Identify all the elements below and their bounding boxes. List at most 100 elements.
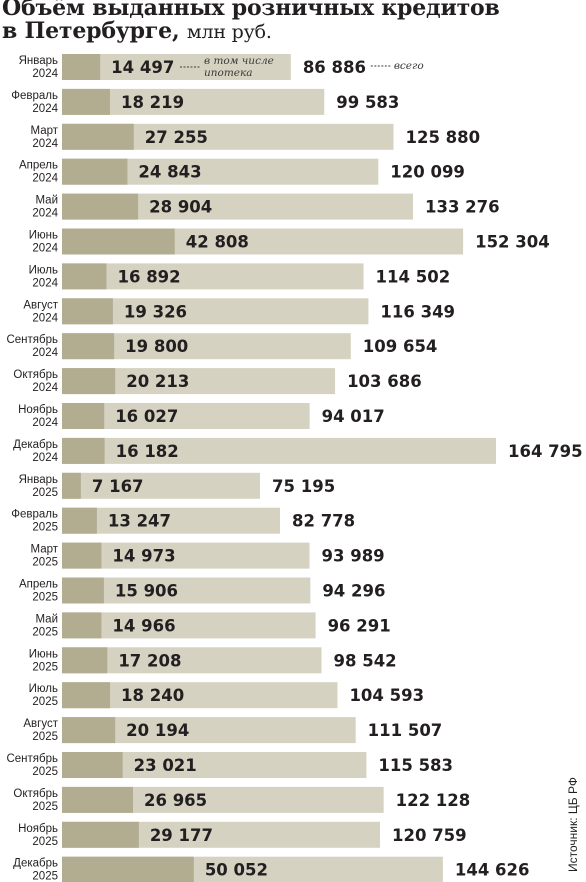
mortgage-bar xyxy=(62,856,194,882)
year-label: 2025 xyxy=(32,871,58,882)
total-bar xyxy=(62,437,496,464)
total-value-label: 144 626 xyxy=(455,861,530,880)
mortgage-value-label: 24 843 xyxy=(138,163,201,182)
year-label: 2025 xyxy=(32,731,58,743)
title-unit: млн руб. xyxy=(186,21,272,43)
total-bar xyxy=(62,612,316,639)
mortgage-value-label: 50 052 xyxy=(205,861,268,880)
year-label: 2024 xyxy=(32,68,58,80)
year-label: 2025 xyxy=(32,522,58,534)
total-bar xyxy=(62,542,310,569)
year-label: 2024 xyxy=(32,243,58,255)
month-label: Май xyxy=(35,613,58,625)
mortgage-bar xyxy=(62,263,107,290)
year-label: 2024 xyxy=(32,347,58,359)
total-annotation: всего xyxy=(394,60,424,72)
mortgage-value-label: 20 213 xyxy=(126,372,189,391)
year-label: 2024 xyxy=(32,208,58,220)
year-label: 2025 xyxy=(32,696,58,708)
total-value-label: 114 502 xyxy=(376,267,451,286)
mortgage-bar xyxy=(62,647,108,674)
mortgage-bar xyxy=(62,682,111,709)
mortgage-value-label: 18 219 xyxy=(121,93,184,112)
month-label: Август xyxy=(23,718,58,730)
total-value-label: 75 195 xyxy=(272,477,335,496)
mortgage-bar xyxy=(62,158,128,185)
mortgage-value-label: 27 255 xyxy=(145,128,208,147)
month-label: Ноябрь xyxy=(18,404,58,416)
year-label: 2024 xyxy=(32,173,58,185)
year-label: 2024 xyxy=(32,452,58,464)
month-label: Сентябрь xyxy=(6,334,58,346)
total-value-label: 120 759 xyxy=(392,826,467,845)
mortgage-value-label: 18 240 xyxy=(121,686,184,705)
month-label: Июль xyxy=(29,683,58,695)
mortgage-bar xyxy=(62,472,81,499)
month-label: Декабрь xyxy=(13,439,58,451)
total-value-label: 96 291 xyxy=(328,616,391,635)
mortgage-value-label: 7 167 xyxy=(92,477,144,496)
mortgage-bar xyxy=(62,193,139,220)
total-value-label: 109 654 xyxy=(363,337,438,356)
month-label: Март xyxy=(30,544,58,556)
month-label: Май xyxy=(35,195,58,207)
total-value-label: 125 880 xyxy=(406,128,481,147)
mortgage-value-label: 28 904 xyxy=(149,198,212,217)
total-value-label: 152 304 xyxy=(475,233,550,252)
year-label: 2024 xyxy=(32,138,58,150)
mortgage-value-label: 16 182 xyxy=(116,442,179,461)
mortgage-bar xyxy=(62,786,134,813)
mortgage-bar xyxy=(62,54,101,80)
mortgage-bar xyxy=(62,368,116,395)
mortgage-value-label: 14 966 xyxy=(112,616,175,635)
total-value-label: 122 128 xyxy=(396,791,471,810)
mortgage-bar xyxy=(62,507,97,534)
total-value-label: 94 017 xyxy=(322,407,385,426)
month-label: Июнь xyxy=(29,648,58,660)
mortgage-bar xyxy=(62,612,102,639)
mortgage-bar xyxy=(62,577,104,604)
title-line-1: Объём выданных розничных кредитов xyxy=(2,0,500,21)
month-label: Декабрь xyxy=(13,858,58,870)
month-label: Август xyxy=(23,299,58,311)
mortgage-bar xyxy=(62,437,105,464)
mortgage-bar xyxy=(62,123,134,150)
month-label: Октябрь xyxy=(13,788,58,800)
month-label: Апрель xyxy=(19,579,58,591)
total-value-label: 116 349 xyxy=(380,302,455,321)
source-note: Источник: ЦБ РФ xyxy=(566,777,580,872)
month-label: Июнь xyxy=(29,230,58,242)
year-label: 2025 xyxy=(32,626,58,638)
mortgage-bar xyxy=(62,542,102,569)
month-label: Октябрь xyxy=(13,369,58,381)
total-value-label: 99 583 xyxy=(336,93,399,112)
total-bar xyxy=(62,263,364,290)
year-label: 2024 xyxy=(32,277,58,289)
month-label: Январь xyxy=(19,474,58,486)
title-city: в Петербурге, xyxy=(2,18,180,44)
year-label: 2024 xyxy=(32,312,58,324)
mortgage-bar xyxy=(62,821,139,848)
mortgage-value-label: 19 800 xyxy=(125,337,188,356)
total-value-label: 115 583 xyxy=(378,756,453,775)
mortgage-value-label: 26 965 xyxy=(144,791,207,810)
mortgage-value-label: 15 906 xyxy=(115,582,178,601)
month-label: Сентябрь xyxy=(6,753,58,765)
mortgage-value-label: 16 027 xyxy=(115,407,178,426)
mortgage-bar xyxy=(62,228,175,255)
